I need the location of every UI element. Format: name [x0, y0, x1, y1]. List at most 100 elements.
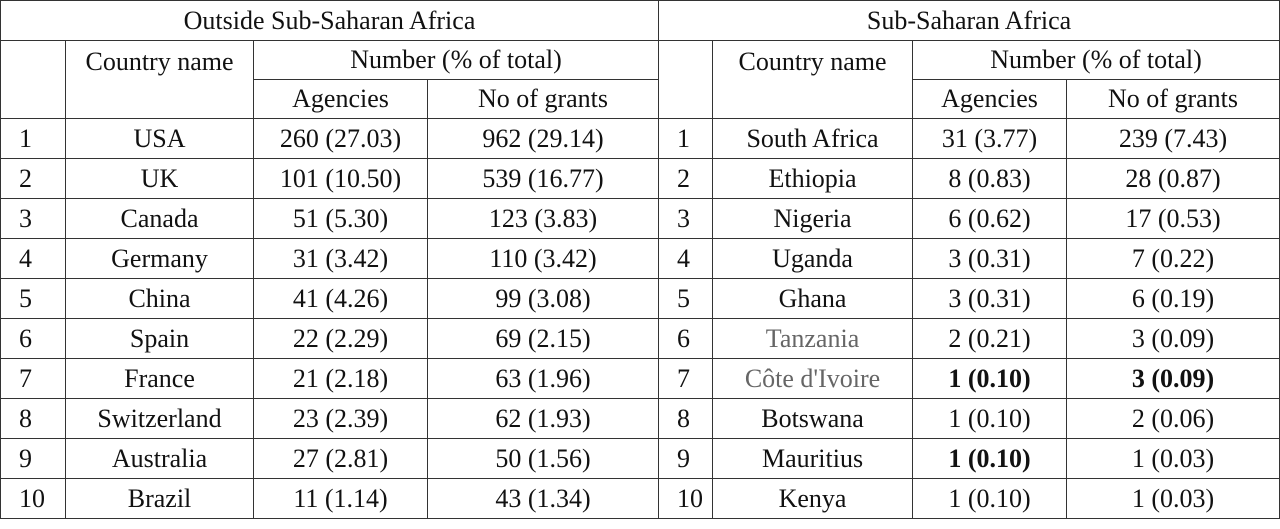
rank-cell: 7	[658, 358, 714, 399]
rank-cell: 10	[0, 478, 66, 519]
group-title: Sub-Saharan Africa	[658, 0, 1280, 41]
rank-cell: 9	[658, 438, 714, 479]
table-row: 3 Canada 51 (5.30) 123 (3.83) 3 Nigeria 6 (0.6…	[0, 198, 1280, 239]
rank-cell: 5	[658, 278, 714, 319]
rank-cell: 9	[0, 438, 66, 479]
agencies-cell: 41 (4.26)	[253, 278, 428, 319]
country-cell: Spain	[65, 318, 254, 359]
agencies-cell: 101 (10.50)	[253, 158, 428, 199]
rank-header	[658, 40, 714, 119]
grants-cell: 28 (0.87)	[1066, 158, 1280, 199]
country-cell: Switzerland	[65, 398, 254, 439]
grants-cell: 6 (0.19)	[1066, 278, 1280, 319]
table-row: 10 Brazil 11 (1.14) 43 (1.34) 10 Kenya 1 (0.10…	[0, 478, 1280, 519]
agencies-cell: 6 (0.62)	[912, 198, 1068, 239]
table-row: 8 Switzerland 23 (2.39) 62 (1.93) 8 Botswana 1…	[0, 398, 1280, 439]
country-cell: Canada	[65, 198, 254, 239]
grants-cell: 239 (7.43)	[1066, 118, 1280, 159]
country-cell: Brazil	[65, 478, 254, 519]
agencies-header: Agencies	[912, 79, 1068, 119]
grants-cell: 110 (3.42)	[426, 238, 660, 279]
agencies-cell: 31 (3.77)	[912, 118, 1068, 159]
rank-cell: 4	[658, 238, 714, 279]
table-row: 6 Spain 22 (2.29) 69 (2.15) 6 Tanzania 2 (0.21…	[0, 318, 1280, 359]
rank-cell: 6	[658, 318, 714, 359]
rank-cell: 3	[0, 198, 66, 239]
country-cell: Côte d'Ivoire	[712, 358, 914, 399]
country-header: Country name	[712, 40, 914, 119]
agencies-cell: 8 (0.83)	[912, 158, 1068, 199]
country-cell: China	[65, 278, 254, 319]
number-header: Number (% of total)	[912, 40, 1280, 80]
country-cell: Nigeria	[712, 198, 914, 239]
country-cell: Ethiopia	[712, 158, 914, 199]
rank-cell: 8	[0, 398, 66, 439]
agencies-cell: 1 (0.10)	[912, 398, 1068, 439]
agencies-cell: 21 (2.18)	[253, 358, 428, 399]
group-title: Outside Sub-Saharan Africa	[0, 0, 660, 41]
grants-cell: 539 (16.77)	[426, 158, 660, 199]
table-row: 5 China 41 (4.26) 99 (3.08) 5 Ghana 3 (0.31) 6 …	[0, 278, 1280, 319]
agencies-cell: 2 (0.21)	[912, 318, 1068, 359]
table-row: 4 Germany 31 (3.42) 110 (3.42) 4 Uganda 3 (0.3…	[0, 238, 1280, 279]
agencies-cell: 23 (2.39)	[253, 398, 428, 439]
rank-cell: 2	[0, 158, 66, 199]
country-cell: Ghana	[712, 278, 914, 319]
country-cell: UK	[65, 158, 254, 199]
country-cell: Uganda	[712, 238, 914, 279]
number-header: Number (% of total)	[252, 40, 660, 80]
rank-header	[0, 40, 66, 119]
agencies-cell: 1 (0.10)	[912, 438, 1068, 479]
agencies-cell: 3 (0.31)	[912, 238, 1068, 279]
agencies-cell: 1 (0.10)	[912, 478, 1068, 519]
table-row: 2 UK 101 (10.50) 539 (16.77) 2 Ethiopia 8 (0.8…	[0, 158, 1280, 199]
country-cell: France	[65, 358, 254, 399]
agencies-cell: 3 (0.31)	[912, 278, 1068, 319]
grants-cell: 99 (3.08)	[426, 278, 660, 319]
rank-cell: 6	[0, 318, 66, 359]
agencies-cell: 27 (2.81)	[253, 438, 428, 479]
country-cell: Tanzania	[712, 318, 914, 359]
rank-cell: 5	[0, 278, 66, 319]
country-cell: South Africa	[712, 118, 914, 159]
country-header: Country name	[65, 40, 254, 119]
agencies-cell: 51 (5.30)	[253, 198, 428, 239]
agencies-cell: 11 (1.14)	[253, 478, 428, 519]
grants-cell: 2 (0.06)	[1066, 398, 1280, 439]
country-cell: Germany	[65, 238, 254, 279]
grants-cell: 7 (0.22)	[1066, 238, 1280, 279]
grants-cell: 1 (0.03)	[1066, 438, 1280, 479]
country-cell: USA	[65, 118, 254, 159]
rank-cell: 1	[0, 118, 66, 159]
agencies-cell: 31 (3.42)	[253, 238, 428, 279]
agencies-cell: 1 (0.10)	[912, 358, 1068, 399]
grants-header: No of grants	[426, 79, 660, 119]
grants-cell: 123 (3.83)	[426, 198, 660, 239]
rank-cell: 3	[658, 198, 714, 239]
table-row: 7 France 21 (2.18) 63 (1.96) 7 Côte d'Ivoire 1…	[0, 358, 1280, 399]
rank-cell: 1	[658, 118, 714, 159]
country-cell: Australia	[65, 438, 254, 479]
grants-cell: 43 (1.34)	[426, 478, 660, 519]
grants-cell: 69 (2.15)	[426, 318, 660, 359]
rank-cell: 10	[658, 478, 714, 519]
rank-cell: 2	[658, 158, 714, 199]
grants-cell: 63 (1.96)	[426, 358, 660, 399]
grants-cell: 3 (0.09)	[1066, 318, 1280, 359]
rank-cell: 7	[0, 358, 66, 399]
grants-cell: 1 (0.03)	[1066, 478, 1280, 519]
grants-cell: 17 (0.53)	[1066, 198, 1280, 239]
grants-cell: 962 (29.14)	[426, 118, 660, 159]
country-cell: Mauritius	[712, 438, 914, 479]
agencies-header: Agencies	[253, 79, 428, 119]
table-row: 1 USA 260 (27.03) 962 (29.14) 1 South Africa 3…	[0, 118, 1280, 159]
agencies-cell: 260 (27.03)	[253, 118, 428, 159]
grants-cell: 50 (1.56)	[426, 438, 660, 479]
table-row: Country name Number (% of total) Country n…	[0, 40, 1280, 119]
grants-cell: 62 (1.93)	[426, 398, 660, 439]
agencies-cell: 22 (2.29)	[253, 318, 428, 359]
grants-cell: 3 (0.09)	[1066, 358, 1280, 399]
rank-cell: 8	[658, 398, 714, 439]
country-cell: Kenya	[712, 478, 914, 519]
